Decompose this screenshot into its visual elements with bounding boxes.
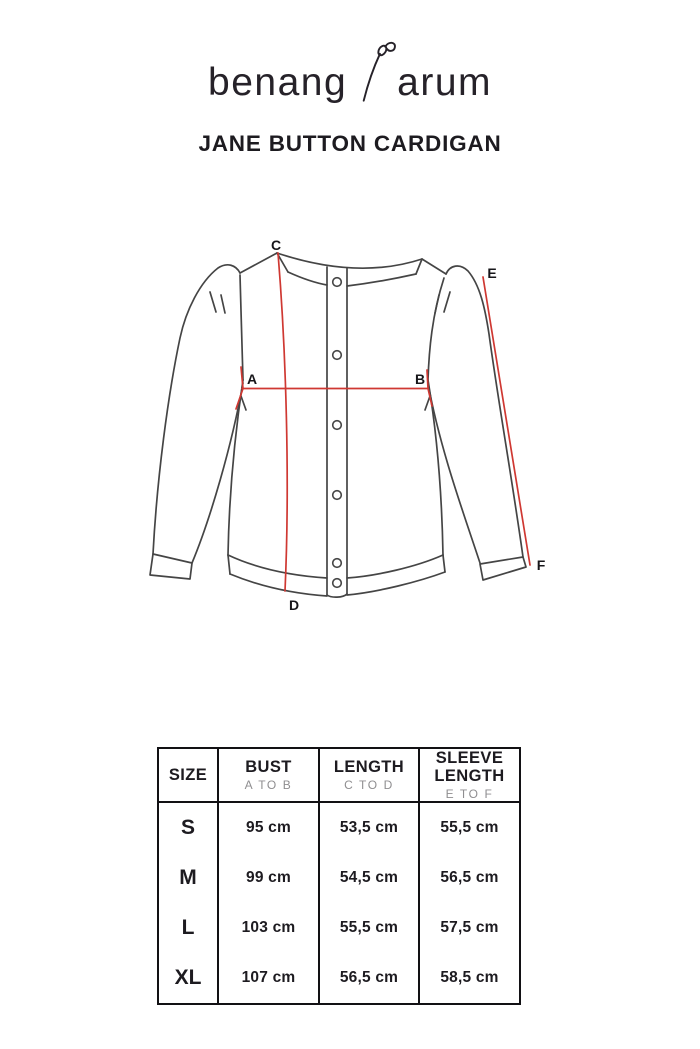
marker-d: D [289,597,299,613]
size-label: XL [174,966,202,990]
marker-a: A [247,371,257,387]
size-table-header-row: SIZE BUST A TO B LENGTH C TO D SLEEVE LE… [158,748,520,803]
column-header-size: SIZE [168,765,208,784]
measurement-diagram: C A B D E F [130,220,570,620]
table-row-s: S 95 cm 53,5 cm 55,5 cm [158,802,520,854]
brand-name-part1: benang [208,61,348,104]
length-value: 56,5 cm [318,953,419,1005]
table-row-m: M 99 cm 54,5 cm 56,5 cm [158,853,520,904]
marker-c: C [271,237,281,253]
button-row [331,276,343,589]
sleeve-value: 55,5 cm [418,802,520,854]
marker-e: E [487,265,496,281]
size-label: S [180,816,195,840]
needle-icon [362,41,397,102]
sleeve-value: 57,5 cm [418,903,520,954]
bust-value: 99 cm [217,853,319,904]
sleeve-value: 58,5 cm [418,953,520,1005]
column-header-bust: BUST A TO B [217,748,319,803]
marker-b: B [415,371,425,387]
column-header-sleeve-length: SLEEVE LENGTH E TO F [418,748,520,803]
length-value: 53,5 cm [318,802,419,854]
brand-logo: benang arum [0,40,700,102]
table-row-l: L 103 cm 55,5 cm 57,5 cm [158,903,520,954]
length-measure-line [277,252,289,592]
column-header-length: LENGTH C TO D [318,748,419,803]
product-title: JANE BUTTON CARDIGAN [198,131,502,156]
bust-value: 95 cm [217,802,319,854]
bust-value: 107 cm [217,953,319,1005]
measure-markers: C A B D E F [247,237,546,613]
sleeve-value: 56,5 cm [418,853,520,904]
bust-value: 103 cm [217,903,319,954]
bust-mark-a [235,366,244,410]
brand-name-part2: arum [397,61,492,104]
size-label: M [179,866,197,890]
bust-mark-b [426,369,433,407]
sleeve-measure-line [482,276,531,566]
size-table: SIZE BUST A TO B LENGTH C TO D SLEEVE LE… [157,747,521,1006]
length-value: 54,5 cm [318,853,419,904]
cardigan-outline [149,252,527,598]
marker-f: F [537,557,546,573]
table-row-xl: XL 107 cm 56,5 cm 58,5 cm [158,953,520,1005]
size-label: L [181,916,195,940]
length-value: 55,5 cm [318,903,419,954]
